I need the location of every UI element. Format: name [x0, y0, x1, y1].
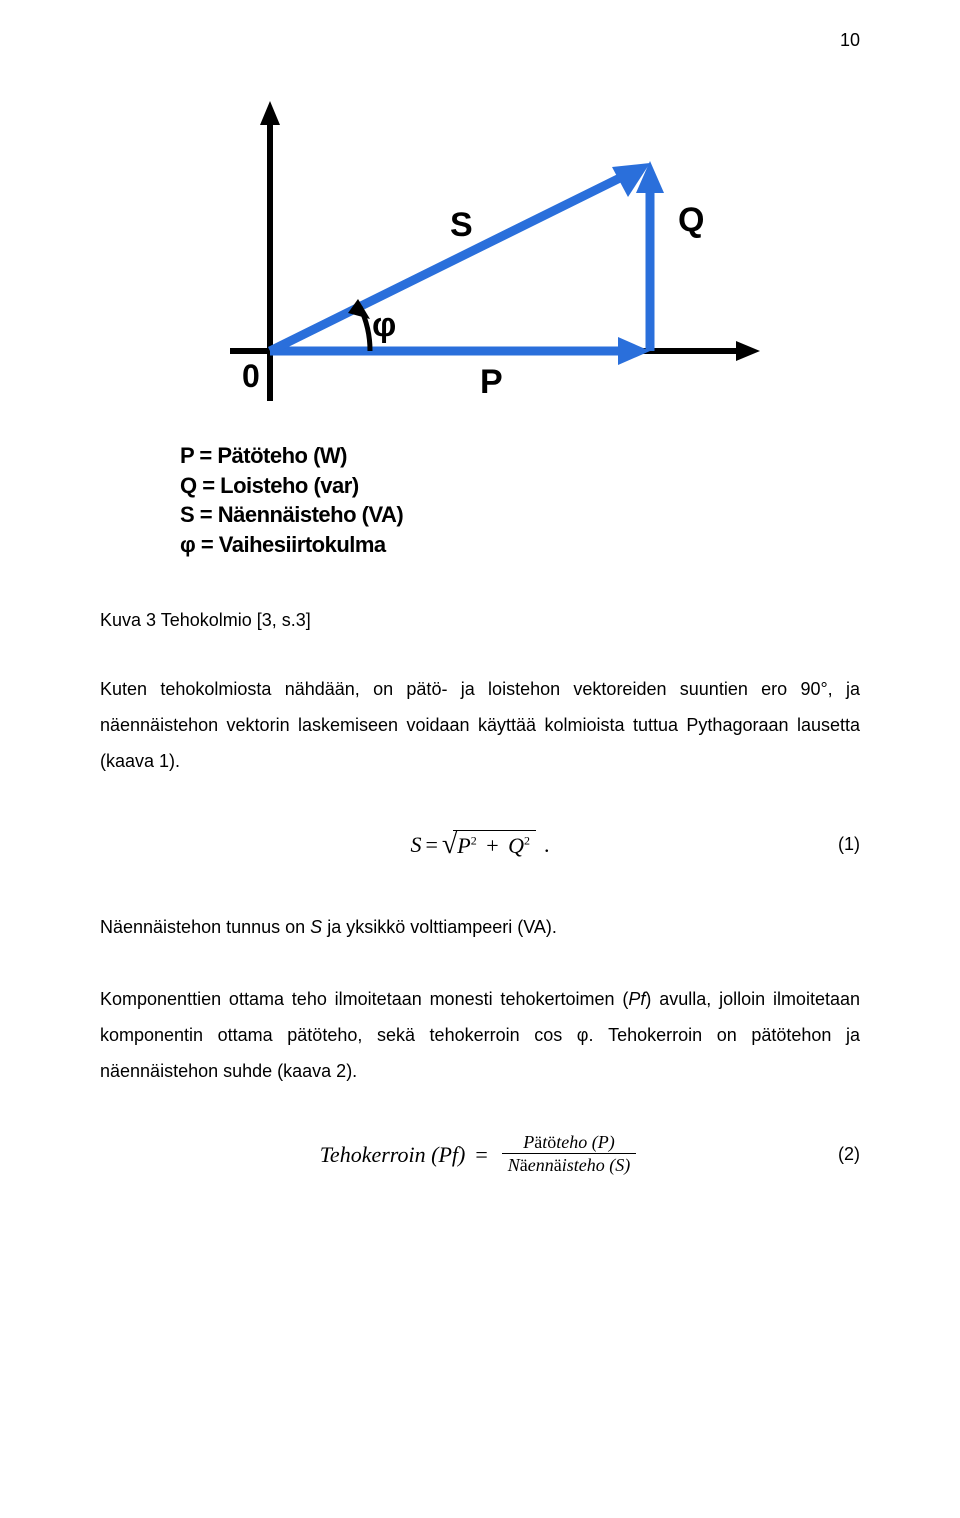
page-number: 10 — [100, 30, 860, 51]
formula-1: S = √ P2 + Q2 . — [410, 829, 549, 861]
paragraph-2: Näennäistehon tunnus on S ja yksikkö vol… — [100, 909, 860, 945]
f2-eq: = — [475, 1142, 487, 1168]
f1-q-exp: 2 — [524, 834, 530, 848]
label-p: P — [480, 363, 503, 401]
diagram-legend: P = Pätöteho (W) Q = Loisteho (var) S = … — [180, 441, 860, 560]
legend-line-p: P = Pätöteho (W) — [180, 441, 860, 471]
triangle-svg: 0 P Q S φ — [180, 91, 780, 431]
label-origin: 0 — [242, 358, 260, 394]
x-axis-arrow — [736, 341, 760, 361]
legend-line-s: S = Näennäisteho (VA) — [180, 500, 860, 530]
f1-radicand: P2 + Q2 — [453, 830, 536, 859]
formula-2-number: (2) — [838, 1144, 860, 1165]
f2-fraction: Pätöteho (P) Näennäisteho (S) — [502, 1133, 637, 1176]
power-triangle-diagram: 0 P Q S φ — [180, 91, 780, 431]
y-axis-arrow — [260, 101, 280, 125]
f2-num: Pätöteho (P) — [517, 1133, 621, 1153]
f1-p-exp: 2 — [471, 834, 477, 848]
f1-q: Q — [508, 833, 524, 858]
formula-2: Tehokerroin (Pf) = Pätöteho (P) Näennäis… — [320, 1133, 641, 1176]
vector-p-arrow — [618, 337, 650, 365]
figure-caption: Kuva 3 Tehokolmio [3, s.3] — [100, 610, 860, 631]
formula-1-row: S = √ P2 + Q2 . (1) — [100, 815, 860, 875]
f1-lhs: S — [410, 832, 421, 858]
formula-2-row: Tehokerroin (Pf) = Pätöteho (P) Näennäis… — [100, 1125, 860, 1185]
label-q: Q — [678, 201, 704, 239]
f1-plus: + — [486, 833, 498, 858]
f1-sqrt: √ P2 + Q2 — [442, 829, 536, 861]
paragraph-3: Komponenttien ottama teho ilmoitetaan mo… — [100, 981, 860, 1089]
f2-den: Näennäisteho (S) — [502, 1153, 637, 1176]
label-phi: φ — [372, 306, 396, 344]
label-s: S — [450, 206, 473, 244]
f1-period: . — [544, 832, 550, 858]
formula-1-number: (1) — [838, 834, 860, 855]
f2-lhs: Tehokerroin (Pf) — [320, 1142, 466, 1168]
paragraph-1: Kuten tehokolmiosta nähdään, on pätö- ja… — [100, 671, 860, 779]
vector-s — [270, 173, 630, 351]
legend-line-phi: φ = Vaihesiirtokulma — [180, 530, 860, 560]
legend-line-q: Q = Loisteho (var) — [180, 471, 860, 501]
f1-eq: = — [425, 832, 437, 858]
f1-p: P — [457, 833, 470, 858]
